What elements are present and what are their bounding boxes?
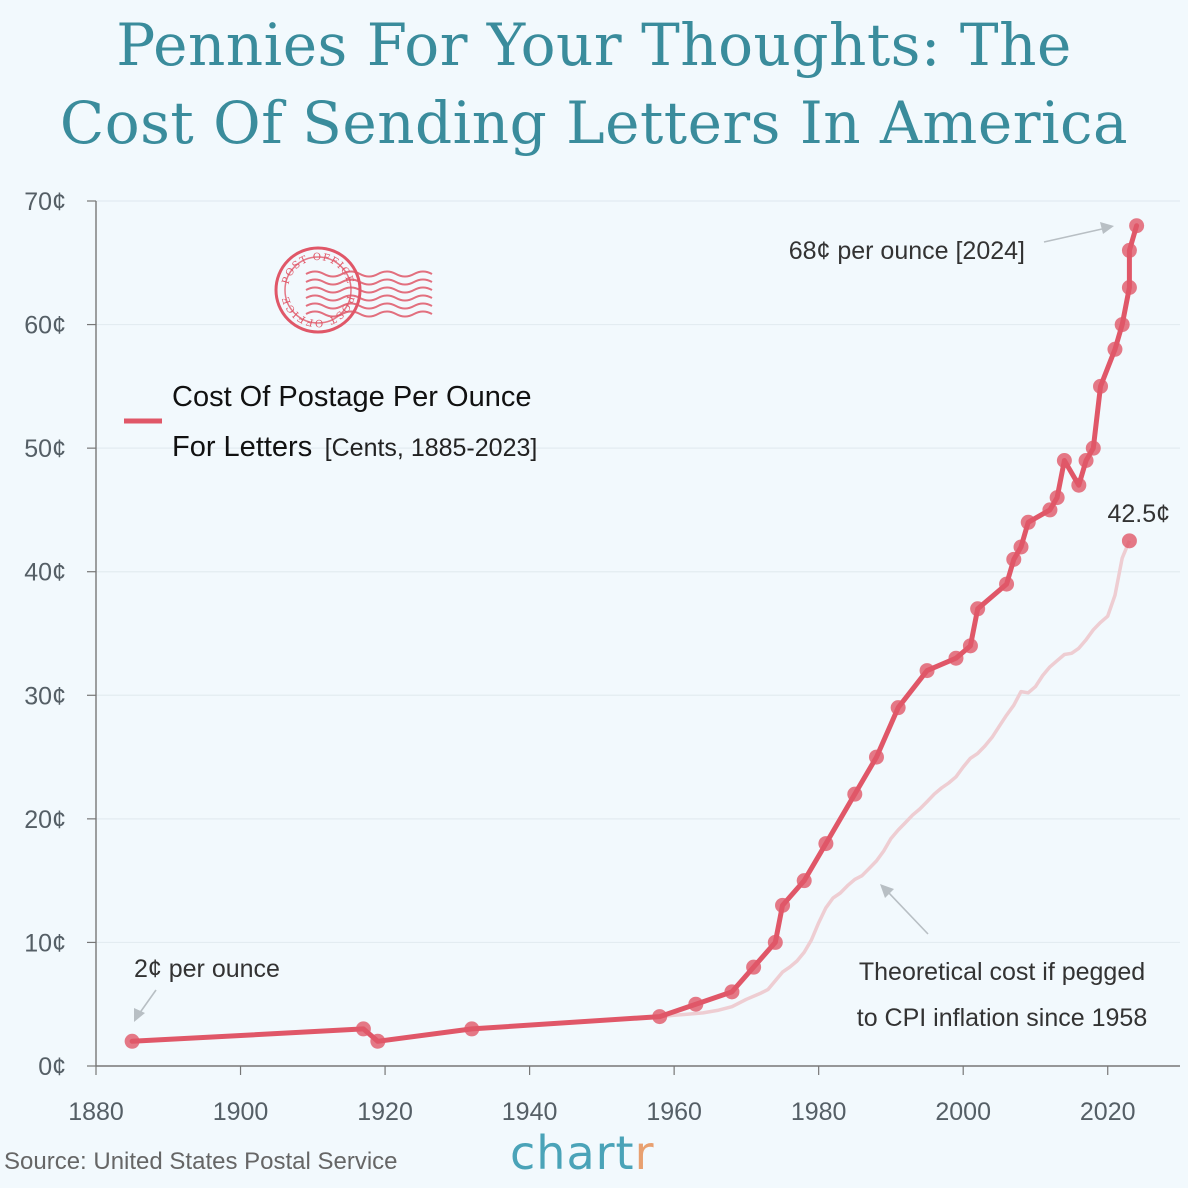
y-tick-label-30: 30¢ [24, 682, 66, 710]
chart-title-line-1: Pennies For Your Thoughts: The [116, 11, 1072, 79]
chart-title-line-2: Cost Of Sending Letters In America [59, 89, 1129, 157]
legend-label-sub: [Cents, 1885-2023] [325, 434, 538, 462]
y-tick-label-70: 70¢ [24, 188, 66, 216]
annotation-start-label: 2¢ per ounce [134, 955, 280, 983]
series-cpi-group [659, 533, 1137, 1019]
series-postage-point-3 [464, 1021, 480, 1037]
series-postage-point-30 [1107, 341, 1123, 357]
x-tick-label-1940: 1940 [502, 1098, 558, 1126]
series-postage-line [129, 223, 1140, 1044]
series-postage-point-22 [1020, 514, 1036, 530]
series-postage-point-5 [688, 996, 704, 1012]
series-postage-point-34 [1129, 218, 1145, 234]
source-note: Source: United States Postal Service [4, 1148, 398, 1175]
annotations: 2¢ per ounce 68¢ per ounce [2024] 42.5¢ … [134, 222, 1170, 1032]
series-postage-point-26 [1071, 477, 1087, 493]
y-tick-label-50: 50¢ [24, 435, 66, 463]
y-tick-label-20: 20¢ [24, 806, 66, 834]
series-postage-point-29 [1093, 378, 1109, 394]
series-cpi-end-marker [1121, 533, 1137, 549]
y-tick-label-40: 40¢ [24, 559, 66, 587]
annotation-end-arrow [1043, 228, 1103, 243]
y-tick-label-10: 10¢ [24, 929, 66, 957]
annotation-start-arrowhead [134, 1008, 145, 1022]
series-postage-point-10 [796, 873, 812, 889]
chart-title: Pennies For Your Thoughts: The Cost Of S… [0, 6, 1188, 162]
annotation-cpi-arrowhead [880, 884, 894, 898]
series-postage-point-15 [919, 663, 935, 679]
x-tick-label-2020: 2020 [1080, 1098, 1136, 1126]
series-postage-point-18 [970, 601, 986, 617]
series-postage-point-7 [746, 959, 762, 975]
series-postage-point-8 [767, 934, 783, 950]
series-postage-point-2 [370, 1033, 386, 1049]
brand-logo: chartr [510, 1126, 655, 1180]
series-postage-point-19 [999, 576, 1015, 592]
grid-lines [96, 200, 1180, 944]
brand-logo-main: chart [510, 1126, 635, 1180]
series-postage-point-28 [1085, 440, 1101, 456]
annotation-cpi-end-label: 42.5¢ [1107, 500, 1170, 528]
series-postage-point-16 [948, 650, 964, 666]
series-postage-point-4 [652, 1009, 668, 1025]
x-tick-label-2000: 2000 [935, 1098, 991, 1126]
axes: 0¢ 10¢ 20¢ 30¢ 40¢ 50¢ 60¢ 70¢ 1880 1900 1920 1940 1… [24, 188, 1180, 1126]
x-tick-label-1880: 1880 [68, 1098, 124, 1126]
annotation-cpi-line-2: to CPI inflation since 1958 [857, 1004, 1147, 1032]
series-postage-point-0 [124, 1033, 140, 1049]
series-postage-point-17 [962, 638, 978, 654]
annotation-start-arrow [138, 989, 157, 1015]
series-postage-point-14 [890, 700, 906, 716]
series-postage-point-31 [1114, 317, 1130, 333]
annotation-end-arrowhead [1100, 222, 1114, 234]
series-postage-point-23 [1042, 502, 1058, 518]
annotation-cpi-arrow [887, 891, 929, 935]
legend-label-line-1: Cost Of Postage Per Ounce [172, 381, 531, 413]
series-postage-point-1 [355, 1021, 371, 1037]
x-tick-label-1960: 1960 [646, 1098, 702, 1126]
series-postage-point-20 [1006, 551, 1022, 567]
series-postage-point-11 [818, 836, 834, 852]
annotation-end-label: 68¢ per ounce [2024] [789, 237, 1025, 265]
series-postage-point-24 [1049, 490, 1065, 506]
brand-logo-accent: r [634, 1126, 655, 1180]
series-postage-point-33 [1121, 242, 1137, 258]
x-tick-label-1920: 1920 [357, 1098, 413, 1126]
series-postage-point-13 [868, 749, 884, 765]
legend: Cost Of Postage Per Ounce For Letters [C… [124, 381, 537, 463]
legend-label-main-2: For Letters [172, 431, 312, 463]
series-postage-group [124, 218, 1145, 1049]
series-postage-point-25 [1056, 453, 1072, 468]
series-postage-point-32 [1121, 280, 1137, 295]
postmark-stamp-icon: POST OFFICE POST OFFICE [274, 246, 433, 334]
series-postage-point-9 [775, 897, 791, 913]
annotation-cpi-line-1: Theoretical cost if pegged [859, 958, 1145, 986]
series-postage-point-6 [724, 984, 740, 1000]
y-tick-label-60: 60¢ [24, 312, 66, 340]
x-tick-label-1980: 1980 [791, 1098, 847, 1126]
legend-label-line-2: For Letters [Cents, 1885-2023] [172, 431, 537, 463]
series-postage-point-27 [1078, 453, 1094, 468]
series-postage-point-12 [847, 786, 863, 802]
y-tick-label-0: 0¢ [38, 1053, 66, 1081]
series-postage-point-21 [1013, 539, 1029, 555]
series-cpi-line [659, 540, 1132, 1019]
x-tick-label-1900: 1900 [213, 1098, 269, 1126]
